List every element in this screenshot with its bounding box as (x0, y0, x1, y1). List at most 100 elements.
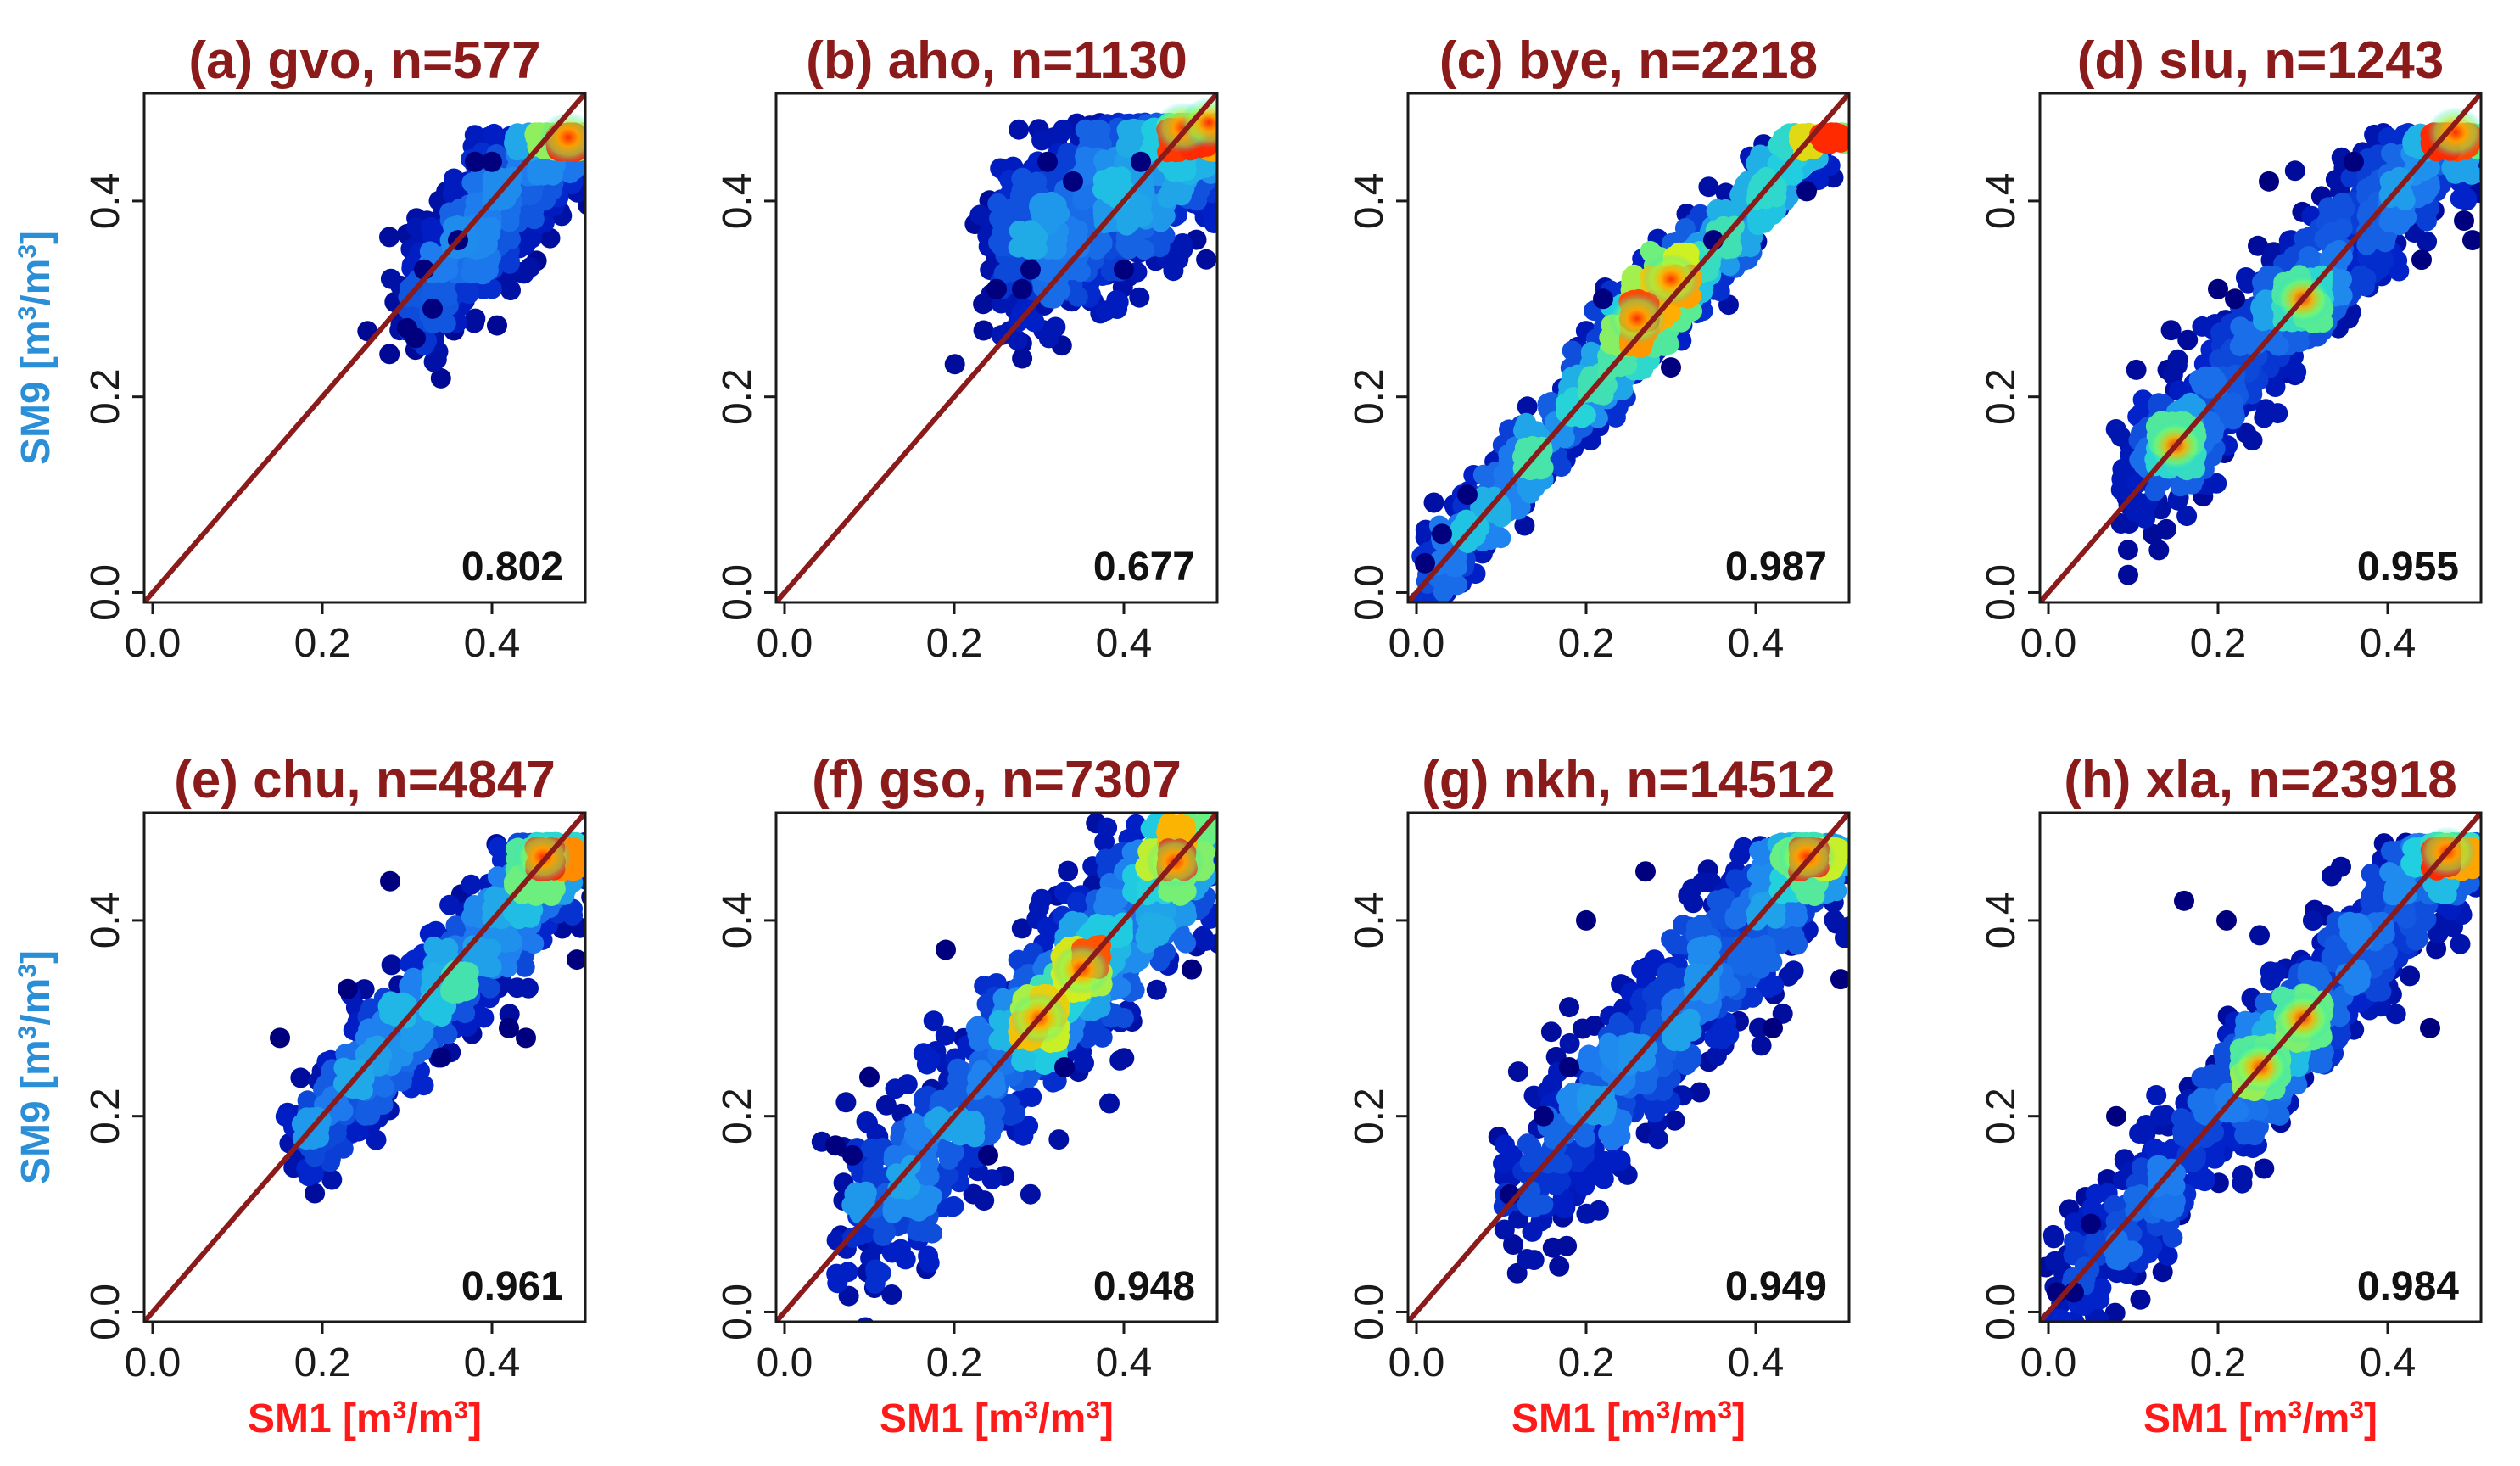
data-point (590, 127, 611, 148)
data-point (584, 131, 585, 139)
data-point (2284, 160, 2305, 182)
y-tick-label: 0.0 (83, 564, 128, 621)
data-point (1221, 154, 1242, 175)
data-point (2340, 167, 2361, 188)
data-point (1219, 119, 1239, 139)
outlier-point (2411, 249, 2432, 271)
outlier-point (2454, 210, 2474, 231)
panel-chu: (e) chu, n=48470.00.00.20.20.40.40.961SM… (14, 751, 587, 1441)
data-point (379, 344, 400, 365)
density-hotspot (1608, 293, 1666, 344)
correlation-value: 0.677 (1093, 545, 1195, 590)
one-to-one-line (776, 93, 1217, 602)
outlier-point (1012, 278, 1032, 299)
data-point (584, 135, 585, 141)
density-hotspot (539, 111, 585, 163)
data-point (1121, 125, 1142, 146)
data-point (596, 124, 617, 144)
data-point (2479, 143, 2481, 154)
y-tick-label: 0.4 (83, 173, 128, 230)
y-tick-label: 0.0 (715, 564, 760, 621)
data-point (944, 354, 965, 375)
x-tick-label: 0.4 (2360, 621, 2417, 666)
y-tick-label: 0.2 (1347, 368, 1392, 425)
outlier-point (2259, 171, 2279, 192)
data-point (1054, 150, 1076, 171)
data-point (2229, 336, 2250, 356)
outlier-point (422, 298, 443, 319)
data-point (2484, 132, 2505, 153)
data-point (2167, 349, 2188, 370)
data-point (1698, 176, 1719, 198)
data-point (2479, 131, 2481, 143)
data-point (2254, 407, 2275, 428)
data-point (1226, 124, 1247, 144)
data-point (2286, 361, 2307, 383)
outlier-point (1063, 171, 1083, 192)
data-point (422, 313, 444, 333)
data-point (1215, 124, 1217, 135)
plot-area (776, 93, 1254, 602)
x-tick-label: 0.4 (1096, 621, 1153, 666)
data-point (1215, 130, 1217, 142)
panel-title: (b) aho, n=1130 (806, 31, 1187, 90)
data-point (1233, 133, 1254, 154)
data-point (1223, 114, 1243, 134)
plot-area (1408, 93, 1849, 602)
x-tick-label: 0.0 (125, 621, 182, 666)
data-point (487, 315, 507, 336)
correlation-value: 0.987 (1725, 545, 1827, 590)
data-point (597, 143, 617, 164)
one-to-one-line (2040, 93, 2481, 602)
data-point (1219, 115, 1239, 135)
data-point (1222, 120, 1243, 141)
plot-frame (1406, 92, 1851, 604)
data-point (2110, 479, 2132, 501)
data-point (1439, 574, 1461, 596)
data-point (1228, 115, 1249, 135)
x-tick-label: 0.2 (926, 621, 983, 666)
x-tick-label: 0.0 (757, 621, 813, 666)
data-point (1224, 134, 1244, 154)
data-point (542, 180, 562, 201)
outlier-point (1020, 259, 1041, 280)
y-tick-label: 0.2 (83, 368, 128, 425)
data-point (2321, 221, 2342, 243)
data-point (587, 163, 607, 183)
data-point (584, 137, 585, 145)
data-point (598, 125, 618, 145)
data-point (1773, 130, 1794, 151)
outlier-point (2208, 278, 2228, 299)
data-point (1537, 393, 1558, 414)
density-hotspot (1642, 254, 1700, 305)
data-point (2479, 138, 2481, 148)
data-point (1011, 191, 1031, 212)
data-point (2148, 540, 2170, 561)
data-point (1227, 114, 1248, 134)
plot-frame (774, 92, 1219, 604)
correlation-value: 0.955 (2357, 545, 2459, 590)
data-point (598, 126, 618, 146)
panel-title: (d) slu, n=1243 (2077, 31, 2444, 90)
data-point (1221, 114, 1241, 134)
data-point (595, 137, 616, 158)
data-point (2118, 564, 2138, 585)
data-point (587, 123, 607, 143)
outlier-point (1661, 357, 1681, 378)
data-point (1222, 139, 1243, 159)
plot-area (144, 93, 618, 602)
data-point (2318, 197, 2339, 218)
outlier-point (1131, 151, 1151, 172)
data-point (588, 131, 608, 152)
data-point (2485, 180, 2506, 200)
data-point (1038, 327, 1059, 349)
data-point (1514, 515, 1535, 536)
data-point (1035, 200, 1056, 221)
data-point (1444, 557, 1465, 578)
data-point (1488, 525, 1509, 546)
outlier-point (1114, 259, 1134, 280)
data-point (483, 123, 505, 144)
outlier-point (1457, 484, 1478, 506)
